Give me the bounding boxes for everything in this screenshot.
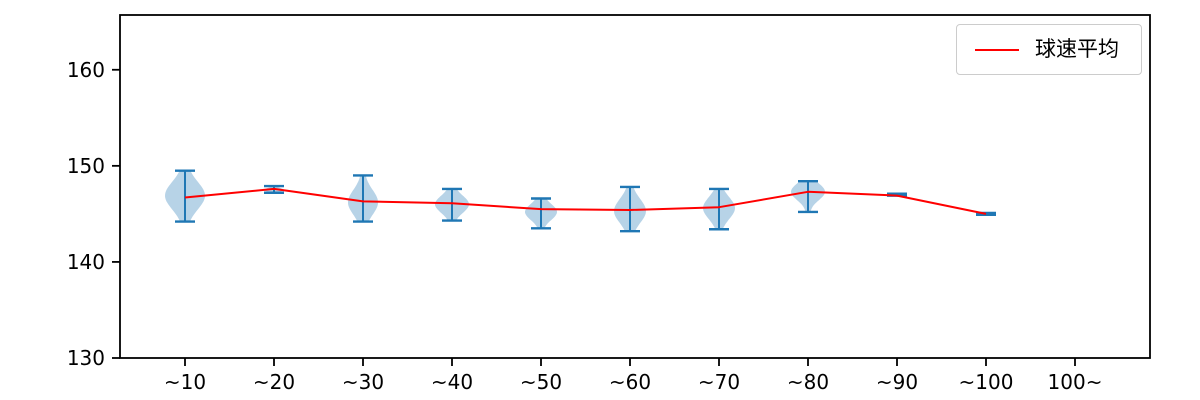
mean-speed-line	[184, 187, 987, 215]
legend: 球速平均	[956, 24, 1142, 75]
x-tick-label: ~80	[787, 370, 829, 394]
x-tick-label: ~60	[609, 370, 651, 394]
x-tick-label: ~20	[253, 370, 295, 394]
axes-box	[119, 14, 1151, 359]
y-tick-label: 160	[67, 58, 105, 82]
legend-label: 球速平均	[1035, 37, 1119, 61]
x-tick-label: ~10	[164, 370, 206, 394]
y-tick-label: 130	[67, 346, 105, 370]
x-tick-label: ~70	[698, 370, 740, 394]
x-tick-label: ~30	[342, 370, 384, 394]
x-tick-label: 100~	[1048, 370, 1103, 394]
x-tick-label: ~90	[876, 370, 918, 394]
legend-line-sample	[975, 48, 1019, 51]
x-tick-label: ~100	[959, 370, 1014, 394]
x-tick-label: ~50	[520, 370, 562, 394]
x-tick-label: ~40	[431, 370, 473, 394]
y-tick-label: 150	[67, 154, 105, 178]
y-tick-label: 140	[67, 250, 105, 274]
